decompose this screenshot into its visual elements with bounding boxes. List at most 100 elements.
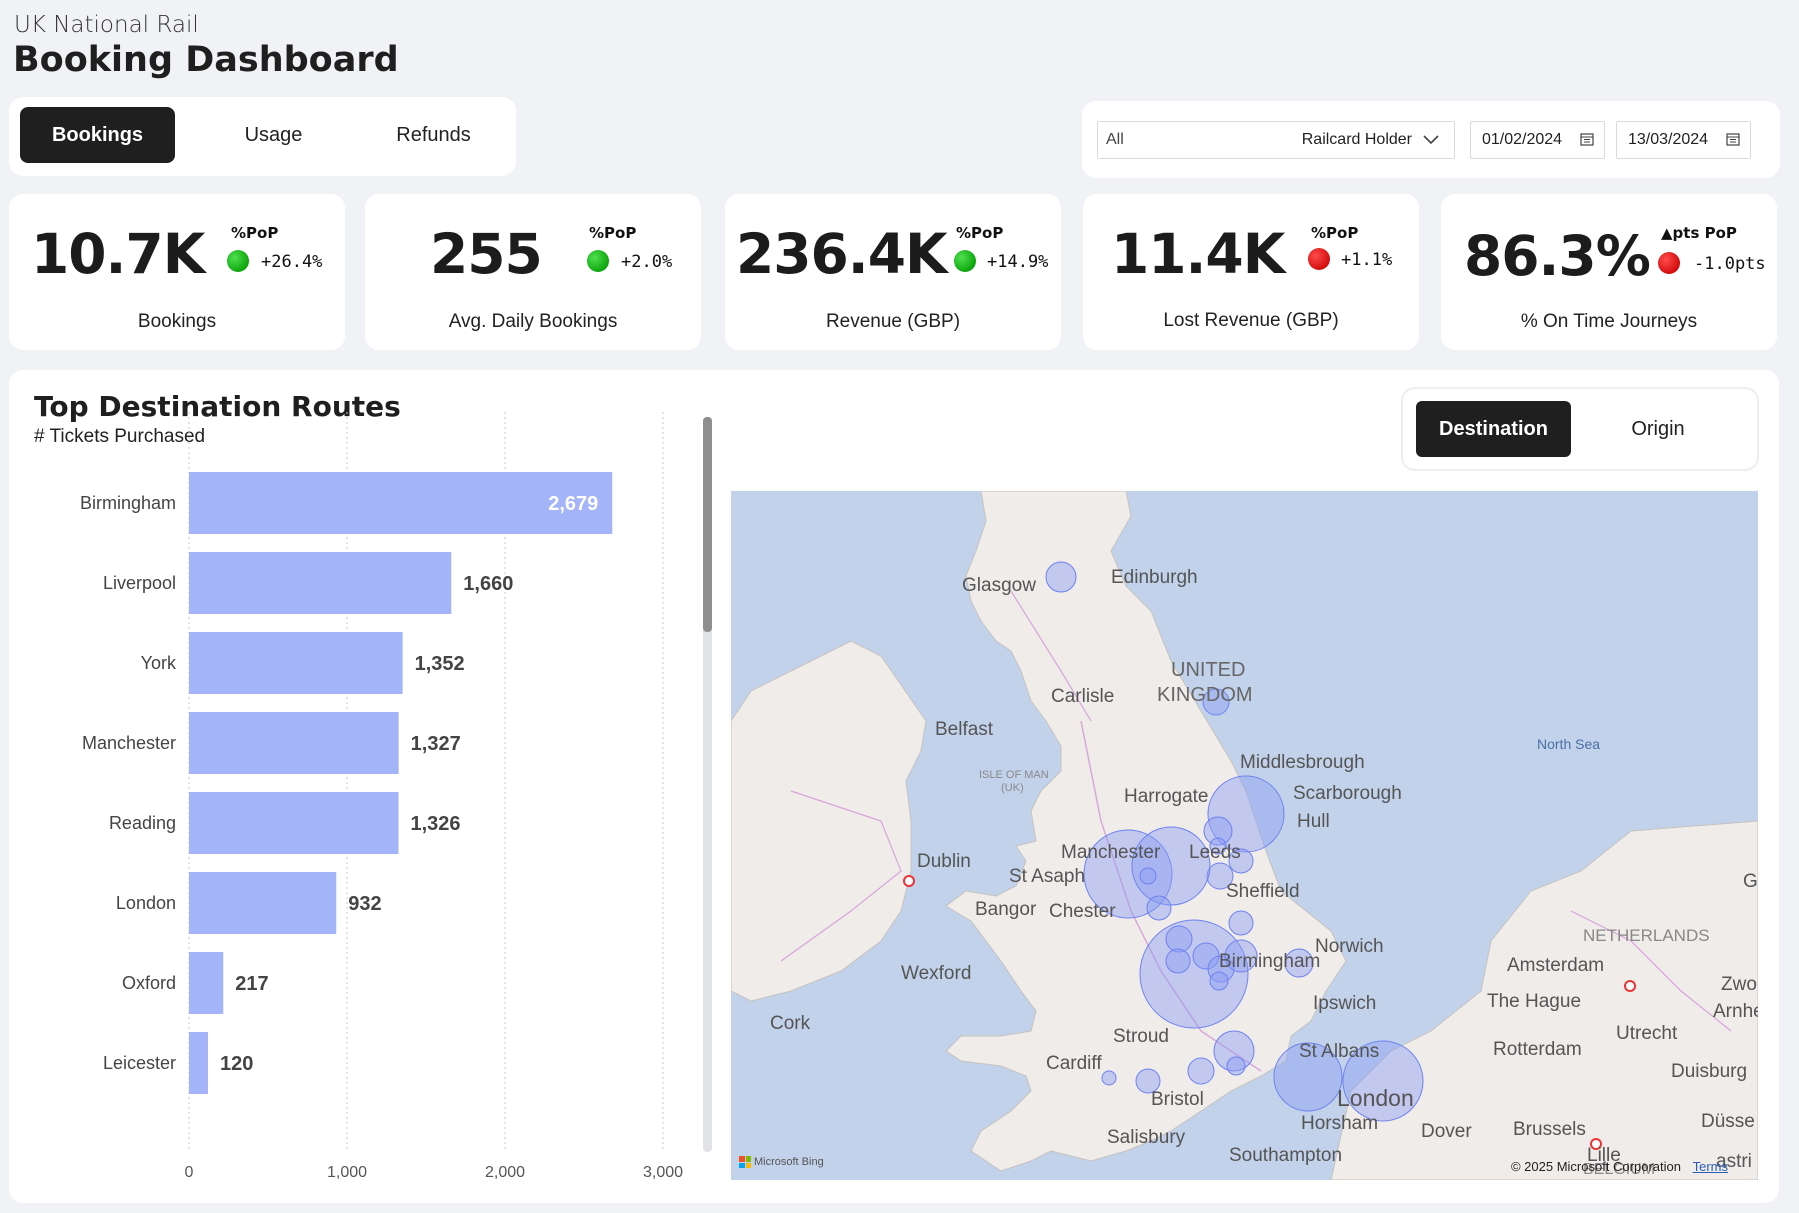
map-label: Southampton: [1229, 1145, 1343, 1166]
kpi-change: +26.4%: [261, 252, 323, 272]
chevron-down-icon: [1423, 135, 1439, 145]
data-label: 120: [220, 1053, 253, 1075]
status-dot-icon: [1308, 248, 1330, 270]
map-bubble[interactable]: [1135, 1068, 1161, 1094]
category-label: York: [141, 653, 177, 673]
railcard-dropdown[interactable]: All Railcard Holder: [1097, 121, 1455, 159]
tab-refunds[interactable]: Refunds: [396, 123, 471, 146]
map-label: Cardiff: [1046, 1053, 1102, 1074]
toggle-origin[interactable]: Origin: [1631, 417, 1685, 440]
map-label: Harrogate: [1124, 786, 1209, 807]
page-tabs: Bookings Usage Refunds: [9, 97, 516, 176]
kpi-card-bookings: 10.7K %PoP +26.4% Bookings: [9, 194, 345, 350]
map-bubble[interactable]: [1273, 1042, 1343, 1112]
map-bubble[interactable]: [1342, 1040, 1424, 1122]
bar[interactable]: [189, 1032, 208, 1094]
map-bubble[interactable]: [1139, 919, 1249, 1029]
map-terms-link[interactable]: Terms: [1692, 1159, 1728, 1174]
map-bubble[interactable]: [1228, 848, 1254, 874]
map-bubble[interactable]: [1187, 1057, 1215, 1085]
map-bubble[interactable]: [1226, 1056, 1246, 1076]
bar[interactable]: [189, 632, 403, 694]
bar[interactable]: [189, 472, 613, 534]
kpi-card-on-time: 86.3% ▲pts PoP -1.0pts % On Time Journey…: [1441, 194, 1777, 350]
map-bubble[interactable]: [1203, 816, 1233, 846]
chart-subtitle: # Tickets Purchased: [34, 426, 206, 447]
map-bubble[interactable]: [1209, 837, 1227, 855]
map-attribution: © 2025 Microsoft Corporation Terms: [1511, 1159, 1728, 1174]
map-bubble[interactable]: [1209, 971, 1229, 991]
map-bubble[interactable]: [1131, 826, 1211, 906]
city-marker-icon: [903, 875, 915, 887]
kpi-card-lost-revenue: 11.4K %PoP +1.1% Lost Revenue (GBP): [1083, 194, 1419, 350]
map-bubble[interactable]: [1101, 1070, 1117, 1086]
map-label: Scarborough: [1293, 783, 1402, 804]
start-date-value: 01/02/2024: [1482, 131, 1563, 148]
map-bubble[interactable]: [1202, 688, 1230, 716]
map-bubble[interactable]: [1228, 910, 1254, 936]
tab-bookings[interactable]: Bookings: [20, 107, 175, 163]
map-bubble[interactable]: [1224, 939, 1258, 973]
map-label: Edinburgh: [1111, 567, 1198, 588]
status-dot-icon: [227, 250, 249, 272]
category-label: Leicester: [103, 1053, 176, 1073]
kpi-value: 10.7K: [31, 222, 205, 286]
map-bubble[interactable]: [1139, 867, 1157, 885]
kpi-change: +14.9%: [987, 252, 1049, 272]
toggle-destination[interactable]: Destination: [1416, 401, 1571, 457]
bar[interactable]: [189, 552, 452, 614]
map-bubble[interactable]: [1284, 948, 1314, 978]
destination-map[interactable]: Glasgow Edinburgh UNITED KINGDOM Carlisl…: [731, 491, 1758, 1180]
chart-scrollbar-thumb[interactable]: [703, 417, 712, 632]
tab-usage[interactable]: Usage: [244, 123, 303, 146]
bar[interactable]: [189, 792, 399, 854]
map-label: North Sea: [1537, 736, 1601, 752]
map-label: Leeds: [1189, 842, 1241, 863]
map-label: UNITED: [1171, 659, 1246, 681]
map-label: Arnhe: [1713, 1001, 1758, 1022]
bar[interactable]: [189, 952, 224, 1014]
city-marker-icon: [1590, 1138, 1602, 1150]
map-label: Dover: [1421, 1121, 1472, 1142]
map-bubble[interactable]: [1206, 862, 1234, 890]
map-bubble[interactable]: [1165, 925, 1193, 953]
x-tick-label: 0: [185, 1164, 194, 1181]
category-label: Liverpool: [103, 573, 176, 593]
dropdown-value: All: [1106, 131, 1124, 148]
kpi-label: Bookings: [137, 311, 217, 332]
start-date-field[interactable]: 01/02/2024: [1470, 121, 1605, 159]
x-tick-label: 1,000: [327, 1164, 367, 1181]
kpi-pop-label: ▲pts PoP: [1661, 224, 1737, 242]
map-label: Ipswich: [1313, 993, 1377, 1014]
filter-bar: All Railcard Holder 01/02/2024 13/03/202…: [1082, 101, 1780, 178]
category-label: Birmingham: [80, 493, 176, 513]
map-label: Belfast: [935, 719, 994, 740]
city-marker-icon: [1624, 980, 1636, 992]
end-date-value: 13/03/2024: [1628, 131, 1709, 148]
map-label: Norwich: [1315, 936, 1384, 957]
map-bubble[interactable]: [1207, 955, 1235, 983]
routes-bar-chart: 0 1,000 2,000 3,000 Birmingham 2,679 Liverpool…: [80, 412, 683, 1181]
kpi-pop-label: %PoP: [589, 224, 637, 242]
map-label: Sheffield: [1226, 881, 1300, 902]
dropdown-label: Railcard Holder: [1301, 131, 1412, 148]
map-bubble[interactable]: [1165, 948, 1191, 974]
kpi-label: Lost Revenue (GBP): [1163, 310, 1339, 331]
bar[interactable]: [189, 872, 337, 934]
end-date-field[interactable]: 13/03/2024: [1616, 121, 1751, 159]
map-bubble[interactable]: [1083, 829, 1173, 919]
data-label: 217: [235, 973, 268, 995]
map-label: Lille: [1587, 1145, 1621, 1166]
map-copyright: © 2025 Microsoft Corporation: [1510, 1159, 1681, 1174]
bar[interactable]: [189, 712, 399, 774]
map-bubble[interactable]: [1146, 895, 1172, 921]
category-label: Manchester: [82, 733, 176, 753]
map-label: ISLE OF MAN: [979, 769, 1049, 781]
map-bubble[interactable]: [1207, 775, 1285, 853]
map-label: NETHERLANDS: [1583, 926, 1710, 945]
map-label: Cork: [770, 1013, 811, 1034]
map-bubble[interactable]: [1045, 561, 1077, 593]
chart-scrollbar-track[interactable]: [703, 417, 712, 1152]
kpi-value: 255: [430, 222, 543, 286]
status-dot-icon: [954, 250, 976, 272]
